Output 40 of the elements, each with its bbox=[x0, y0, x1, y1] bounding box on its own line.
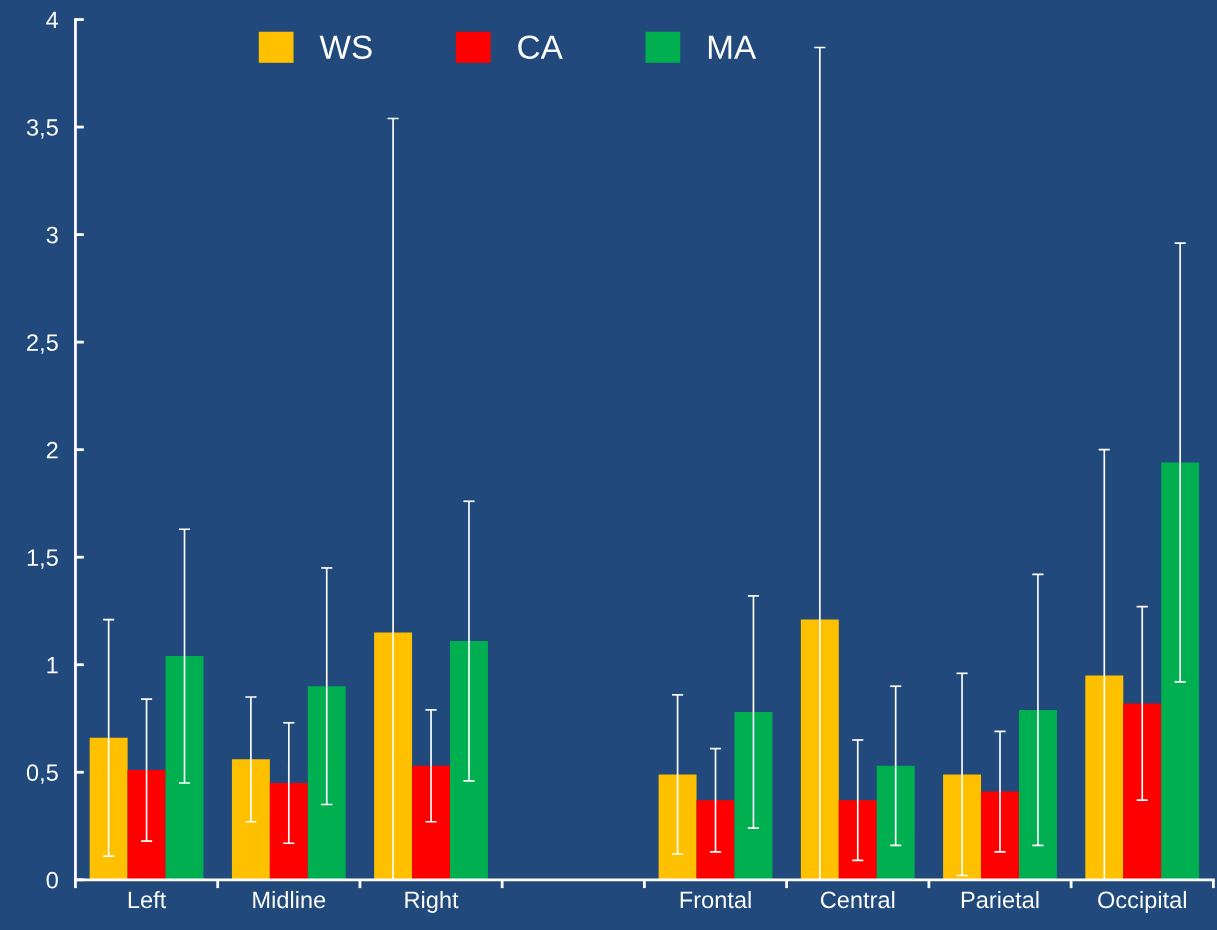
bar bbox=[127, 770, 166, 880]
bar bbox=[734, 712, 773, 880]
x-tick-label: Occipital bbox=[1098, 890, 1186, 913]
bar bbox=[307, 686, 346, 880]
bar bbox=[412, 765, 451, 880]
y-tick-label: 3 bbox=[46, 226, 58, 244]
bar bbox=[231, 759, 270, 880]
y-tick-label: 2 bbox=[46, 441, 58, 459]
bar bbox=[838, 800, 877, 880]
y-tick-label: 2,5 bbox=[27, 334, 58, 354]
y-tick-label: 1,5 bbox=[27, 549, 58, 569]
bar bbox=[696, 800, 735, 880]
x-tick-label: Left bbox=[128, 890, 167, 909]
legend-label: MA bbox=[708, 35, 757, 59]
y-tick-label: 4 bbox=[46, 11, 59, 29]
bar bbox=[165, 656, 204, 880]
x-tick-label: Frontal bbox=[680, 890, 751, 909]
bar bbox=[1123, 703, 1162, 880]
y-tick-label: 0 bbox=[46, 871, 58, 889]
y-tick-label: 3,5 bbox=[26, 119, 58, 139]
bar bbox=[800, 619, 839, 880]
y-tick-label: 1 bbox=[47, 657, 58, 674]
x-tick-label: Central bbox=[820, 890, 895, 909]
bar bbox=[269, 783, 308, 880]
legend-label: CA bbox=[518, 35, 563, 59]
bar bbox=[1085, 675, 1124, 880]
x-tick-label: Parietal bbox=[961, 890, 1039, 909]
bar bbox=[658, 774, 697, 880]
bar bbox=[876, 765, 915, 880]
bar bbox=[89, 737, 128, 880]
bar bbox=[981, 791, 1019, 880]
bar bbox=[1018, 709, 1057, 880]
bar bbox=[943, 774, 982, 880]
legend-label: WS bbox=[319, 35, 372, 59]
bar bbox=[1161, 462, 1200, 880]
y-tick-label: 0,5 bbox=[26, 764, 58, 784]
x-tick-label: Right bbox=[405, 890, 459, 913]
x-tick-label: Midline bbox=[253, 890, 326, 909]
bar bbox=[374, 632, 413, 880]
bar bbox=[450, 641, 488, 880]
